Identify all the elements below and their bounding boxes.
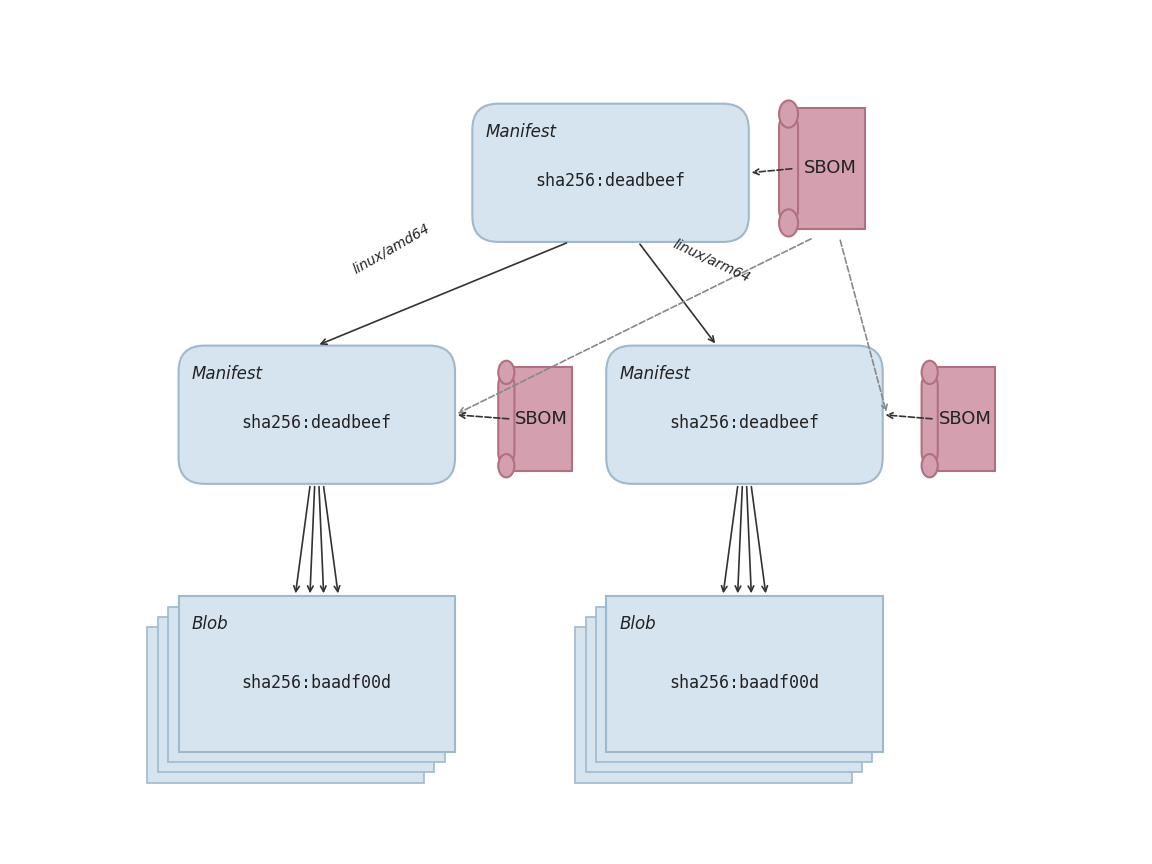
Ellipse shape (498, 361, 515, 384)
FancyBboxPatch shape (147, 627, 424, 783)
Text: sha256:deadbeef: sha256:deadbeef (536, 173, 685, 190)
Text: SBOM: SBOM (515, 410, 568, 428)
Text: Manifest: Manifest (485, 123, 556, 141)
Text: SBOM: SBOM (804, 160, 856, 177)
FancyBboxPatch shape (934, 367, 995, 471)
Text: sha256:deadbeef: sha256:deadbeef (669, 415, 819, 432)
Text: Manifest: Manifest (191, 365, 263, 383)
Text: linux/amd64: linux/amd64 (350, 221, 432, 276)
FancyBboxPatch shape (179, 346, 455, 484)
Text: SBOM: SBOM (939, 410, 992, 428)
Ellipse shape (922, 454, 938, 477)
Ellipse shape (779, 100, 798, 128)
FancyBboxPatch shape (596, 607, 872, 762)
Ellipse shape (779, 209, 798, 237)
FancyBboxPatch shape (158, 617, 434, 772)
Text: linux/arm64: linux/arm64 (672, 237, 753, 285)
FancyBboxPatch shape (472, 104, 749, 242)
FancyBboxPatch shape (585, 617, 862, 772)
FancyBboxPatch shape (179, 596, 455, 752)
FancyBboxPatch shape (511, 367, 571, 471)
Text: sha256:baadf00d: sha256:baadf00d (669, 674, 819, 691)
FancyBboxPatch shape (779, 114, 798, 223)
FancyBboxPatch shape (168, 607, 445, 762)
Text: Manifest: Manifest (620, 365, 690, 383)
FancyBboxPatch shape (795, 108, 865, 229)
Text: sha256:baadf00d: sha256:baadf00d (242, 674, 392, 691)
FancyBboxPatch shape (922, 372, 938, 466)
FancyBboxPatch shape (606, 596, 882, 752)
FancyBboxPatch shape (606, 346, 882, 484)
FancyBboxPatch shape (575, 627, 851, 783)
Text: Blob: Blob (191, 615, 228, 633)
Ellipse shape (922, 361, 938, 384)
Text: sha256:deadbeef: sha256:deadbeef (242, 415, 392, 432)
Text: Blob: Blob (620, 615, 655, 633)
FancyBboxPatch shape (498, 372, 515, 466)
Ellipse shape (498, 454, 515, 477)
